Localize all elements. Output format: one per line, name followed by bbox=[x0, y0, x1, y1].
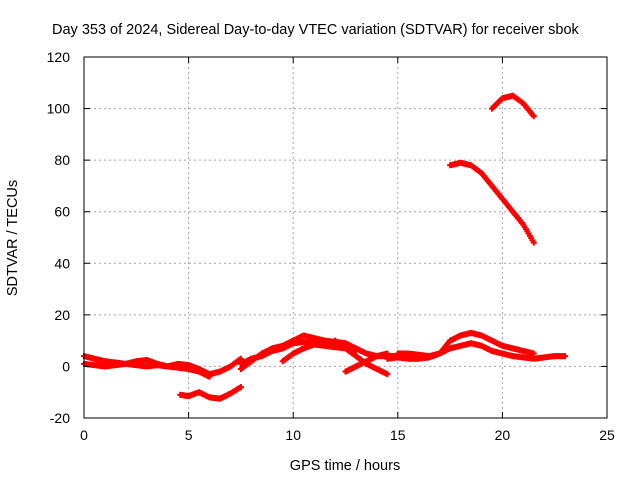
series-mid-band-a bbox=[237, 332, 401, 373]
data-point bbox=[530, 239, 537, 246]
x-tick-label: 5 bbox=[185, 427, 193, 443]
x-tick-label: 20 bbox=[495, 427, 511, 443]
y-tick-label: 120 bbox=[47, 49, 71, 65]
x-tick-label: 15 bbox=[390, 427, 406, 443]
x-tick-label: 10 bbox=[285, 427, 301, 443]
y-axis-title: SDTVAR / TECUs bbox=[5, 180, 21, 296]
series-high-arc-105 bbox=[488, 92, 537, 120]
data-point bbox=[237, 384, 244, 391]
x-tick-label: 25 bbox=[599, 427, 615, 443]
series-mid-ascending bbox=[342, 350, 391, 375]
grid-layer bbox=[84, 57, 607, 418]
series-low-arc bbox=[177, 384, 244, 402]
data-point bbox=[530, 350, 537, 357]
data-point bbox=[384, 350, 391, 357]
y-tick-label: -20 bbox=[50, 410, 70, 426]
x-axis-title: GPS time / hours bbox=[290, 458, 400, 474]
y-tick-label: 80 bbox=[54, 152, 70, 168]
data-point bbox=[562, 353, 569, 360]
x-tick-label: 0 bbox=[80, 427, 88, 443]
data-point bbox=[352, 347, 359, 354]
series-late-band-b bbox=[394, 329, 537, 360]
data-point bbox=[384, 371, 391, 378]
y-tick-label: 60 bbox=[54, 204, 70, 220]
data-point bbox=[237, 355, 244, 362]
series-high-arc-79 bbox=[447, 159, 537, 246]
y-tick-label: 0 bbox=[62, 358, 70, 374]
plot-frame bbox=[83, 56, 608, 419]
chart-title: Day 353 of 2024, Sidereal Day-to-day VTE… bbox=[52, 22, 580, 38]
y-tick-label: 100 bbox=[47, 101, 71, 117]
data-point bbox=[530, 113, 537, 120]
y-tick-label: 20 bbox=[54, 307, 70, 323]
axis-layer: 0 5 10 15 20 25 -20 0 20 40 60 80 100 120 bbox=[47, 49, 615, 443]
data-layer bbox=[81, 92, 569, 402]
data-point bbox=[206, 373, 213, 380]
y-tick-label: 40 bbox=[54, 255, 70, 271]
